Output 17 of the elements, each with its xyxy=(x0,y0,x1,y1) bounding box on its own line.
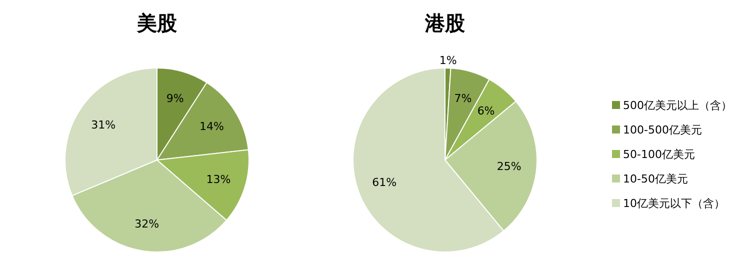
legend-label: 10亿美元以下（含） xyxy=(623,197,725,210)
data-label: 1% xyxy=(439,54,457,68)
data-label: 13% xyxy=(206,173,231,186)
data-label: 6% xyxy=(477,104,495,118)
chart-title: 港股 xyxy=(424,11,466,35)
legend-label: 100-500亿美元 xyxy=(623,124,702,136)
data-label: 25% xyxy=(496,160,522,174)
data-label: 7% xyxy=(454,92,472,106)
data-label: 31% xyxy=(91,118,116,132)
data-label: 32% xyxy=(134,218,160,231)
legend-label: 10-50亿美元 xyxy=(623,172,688,186)
legend-label: 500亿美元以上（含） xyxy=(623,99,732,112)
legend-label: 50-100亿美元 xyxy=(623,148,695,161)
data-label: 61% xyxy=(372,176,397,189)
data-label: 14% xyxy=(199,120,224,134)
data-label: 9% xyxy=(166,92,184,106)
chart-title: 美股 xyxy=(136,11,178,35)
